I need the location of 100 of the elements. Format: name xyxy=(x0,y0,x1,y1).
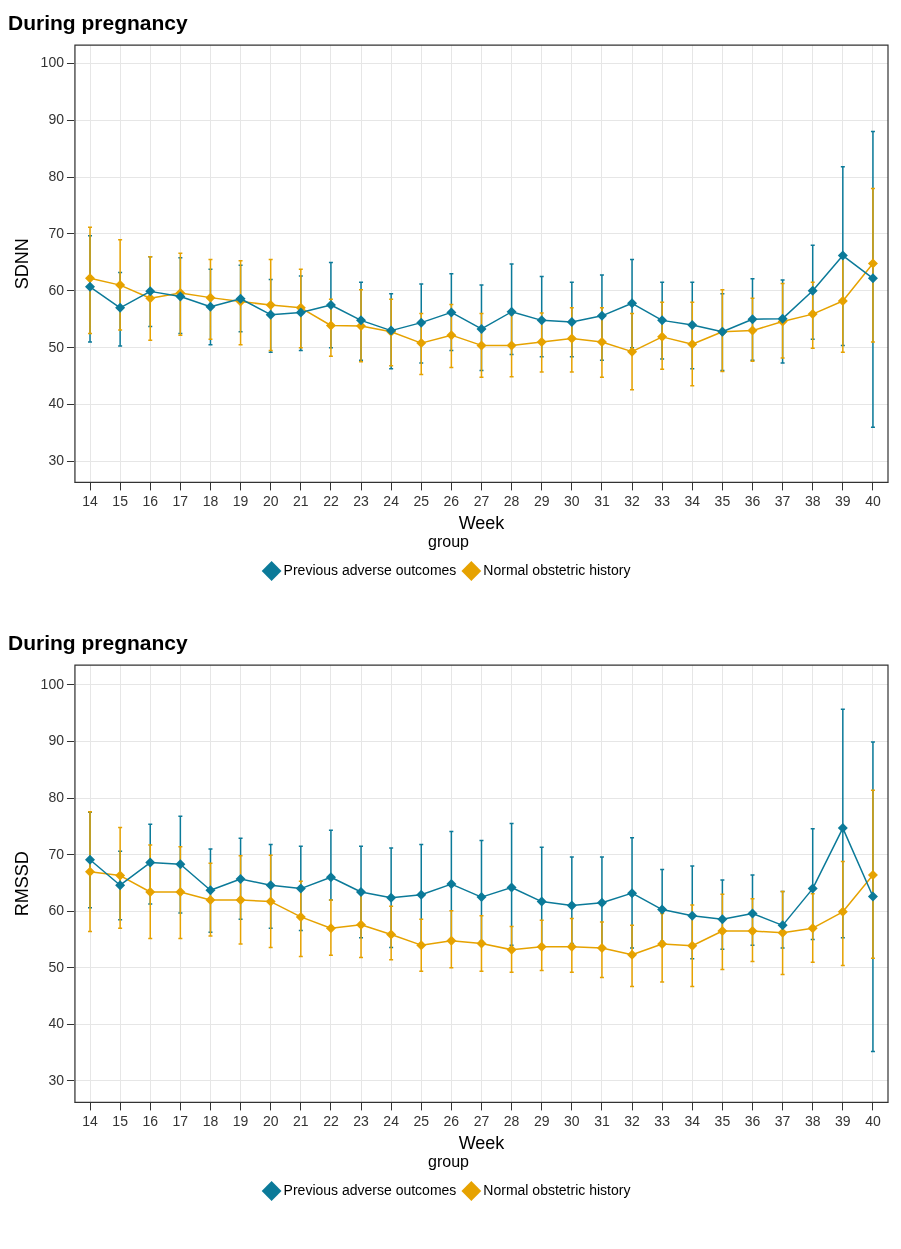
x-tick-label: 36 xyxy=(744,1112,761,1129)
point xyxy=(747,325,758,336)
x-tick-label: 15 xyxy=(112,1112,129,1129)
point xyxy=(506,944,517,955)
x-tick-label: 15 xyxy=(112,492,129,509)
point xyxy=(476,340,487,351)
point xyxy=(145,857,156,868)
x-tick-label: 16 xyxy=(142,1112,159,1129)
x-tick-label: 19 xyxy=(232,492,249,509)
point xyxy=(627,888,638,899)
point xyxy=(356,919,367,930)
x-tick-label: 39 xyxy=(835,492,851,509)
y-tick-label: 100 xyxy=(40,675,65,692)
point xyxy=(115,880,126,891)
legend-label: Previous adverse outcomes xyxy=(283,1181,457,1198)
y-tick-label: 50 xyxy=(48,958,65,975)
x-tick-label: 31 xyxy=(594,492,610,509)
point xyxy=(747,908,758,919)
point xyxy=(265,880,276,891)
x-tick-label: 24 xyxy=(383,492,400,509)
point xyxy=(596,942,607,953)
x-tick-label: 31 xyxy=(594,1112,610,1129)
y-tick-label: 80 xyxy=(48,167,65,184)
y-tick-label: 60 xyxy=(48,902,65,919)
y-tick-label: 90 xyxy=(48,111,65,128)
y-tick-label: 100 xyxy=(40,54,65,71)
point xyxy=(837,296,848,307)
x-tick-label: 28 xyxy=(503,492,520,509)
x-tick-label: 20 xyxy=(262,492,279,509)
x-tick-label: 26 xyxy=(443,492,460,509)
x-tick-label: 25 xyxy=(413,1112,430,1129)
point xyxy=(566,333,577,344)
point xyxy=(175,887,186,897)
point xyxy=(416,940,427,951)
point xyxy=(115,302,126,313)
point xyxy=(145,286,156,297)
point xyxy=(235,894,246,905)
legend-label: Previous adverse outcomes xyxy=(283,561,457,578)
x-tick-label: 20 xyxy=(262,1112,279,1129)
x-tick-label: 35 xyxy=(714,1112,731,1129)
legend-title: group xyxy=(428,533,470,551)
x-tick-label: 18 xyxy=(202,1112,219,1129)
x-tick-label: 35 xyxy=(714,492,731,509)
point xyxy=(687,910,698,921)
point xyxy=(657,904,668,915)
point xyxy=(807,923,818,934)
x-tick-label: 38 xyxy=(804,492,821,509)
point xyxy=(295,911,306,922)
point xyxy=(175,859,186,870)
x-tick-label: 33 xyxy=(654,1112,671,1129)
x-tick-label: 37 xyxy=(774,1112,791,1129)
point xyxy=(717,914,728,925)
point xyxy=(596,897,607,908)
x-tick-label: 32 xyxy=(624,492,641,509)
y-tick-label: 60 xyxy=(48,281,65,298)
point xyxy=(235,873,246,884)
point xyxy=(386,892,397,903)
point xyxy=(807,285,818,296)
x-tick-label: 29 xyxy=(533,492,550,509)
y-tick-label: 70 xyxy=(48,845,65,862)
point xyxy=(325,872,336,883)
y-tick-label: 30 xyxy=(48,452,65,469)
x-tick-label: 23 xyxy=(353,492,370,509)
point xyxy=(476,938,487,949)
point xyxy=(85,281,96,292)
point xyxy=(506,882,517,893)
x-tick-label: 18 xyxy=(202,492,219,509)
point xyxy=(205,301,216,312)
point xyxy=(566,317,577,328)
legend-label: Normal obstetric history xyxy=(483,1181,631,1198)
point xyxy=(356,315,367,326)
y-tick-label: 90 xyxy=(48,732,65,749)
point xyxy=(446,935,457,946)
point xyxy=(265,300,276,311)
x-tick-label: 21 xyxy=(293,492,309,509)
point xyxy=(657,331,668,342)
point xyxy=(837,250,848,261)
x-tick-label: 22 xyxy=(323,1112,339,1129)
point xyxy=(837,823,848,834)
point xyxy=(717,926,728,937)
point xyxy=(807,883,818,894)
x-tick-label: 38 xyxy=(804,1112,821,1129)
y-axis-title: RMSSD xyxy=(11,851,32,917)
chart-title: During pregnancy xyxy=(8,11,189,35)
point xyxy=(416,317,427,328)
point xyxy=(265,309,276,320)
point xyxy=(446,879,457,890)
point xyxy=(837,906,848,917)
point xyxy=(325,300,336,311)
x-tick-label: 27 xyxy=(473,1112,490,1129)
point xyxy=(536,941,547,952)
x-tick-label: 34 xyxy=(684,1112,701,1129)
x-tick-label: 26 xyxy=(443,1112,460,1129)
point xyxy=(476,892,487,903)
point xyxy=(566,900,577,911)
chart-title: During pregnancy xyxy=(8,631,189,655)
point xyxy=(596,336,607,347)
x-tick-label: 40 xyxy=(865,492,881,509)
point xyxy=(205,885,216,896)
point xyxy=(657,315,668,326)
